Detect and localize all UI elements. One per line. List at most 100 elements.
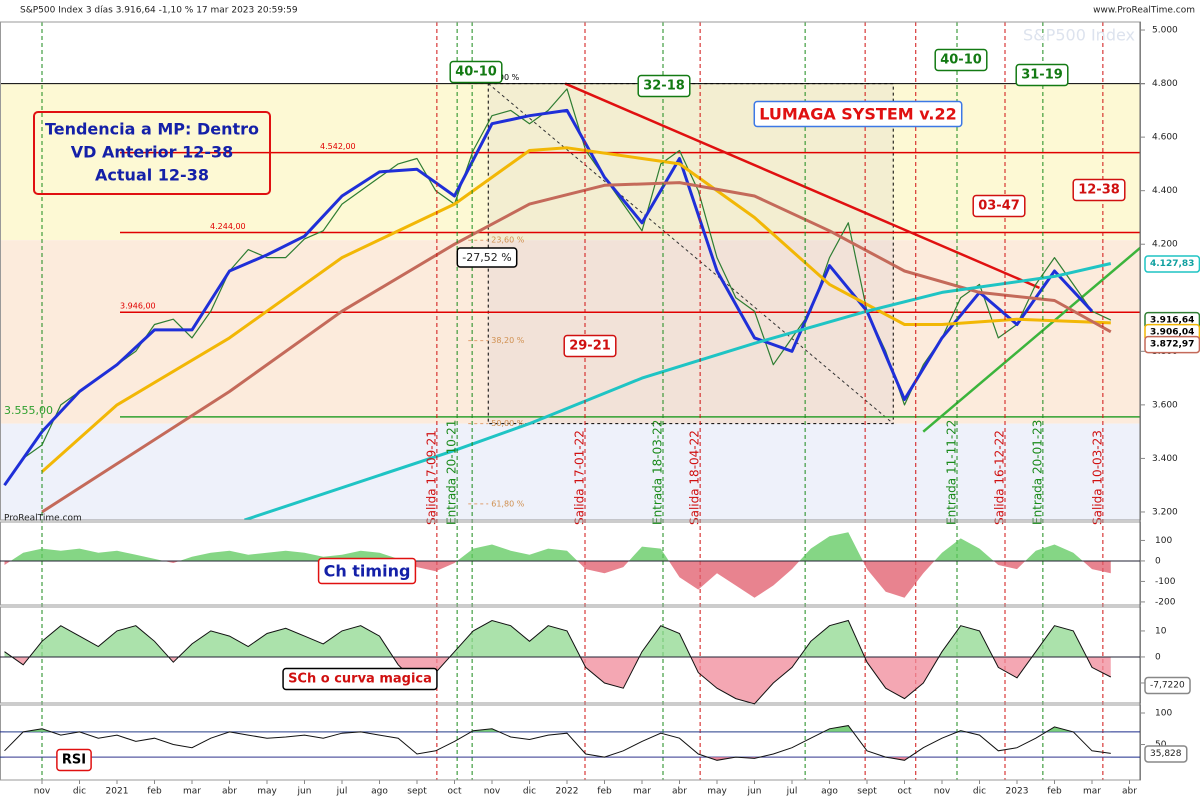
zone (0, 423, 1140, 520)
price-line (4, 88, 1112, 486)
x-tick-label: may (257, 787, 277, 797)
last-value-label: -7,7220 (1150, 681, 1185, 691)
signal-box: 29-21 (569, 339, 611, 354)
signal-label: Salida 18-04-22 (688, 430, 702, 525)
signal-box: 32-18 (643, 79, 685, 94)
label-box (56, 748, 92, 772)
level-label: 3.555,00 (4, 404, 53, 417)
x-tick-label: ago (821, 787, 838, 797)
label-box (456, 247, 518, 268)
y-tick-label: 4.400 (1152, 186, 1178, 196)
x-tick-label: mar (633, 787, 651, 797)
fib-label: 61,80 % (491, 499, 524, 508)
y-tick-label: 100 (1155, 536, 1172, 546)
x-tick-label: 2021 (106, 787, 129, 797)
label-box (1144, 676, 1191, 695)
x-tick-label: dic (73, 787, 86, 797)
y-tick-label: 4.800 (1152, 79, 1178, 89)
signal-label: Salida 17-09-21 (424, 430, 438, 525)
signal-label: Entrada 18-03-22 (651, 420, 665, 525)
last-value-label: 3.872,97 (1150, 340, 1194, 350)
signal-box: 40-10 (455, 65, 497, 80)
level-label: 4.244,00 (210, 222, 246, 231)
signal-box: 31-19 (1021, 68, 1063, 83)
x-tick-label: 2022 (556, 787, 579, 797)
y-tick-label: 50 (1155, 740, 1167, 750)
last-value-label: 35,828 (1150, 749, 1182, 759)
signal-label: Entrada 20-10-21 (445, 420, 459, 525)
y-tick-label: 3.400 (1152, 454, 1178, 464)
signal-box: 12-38 (1078, 183, 1120, 198)
watermark: S&P500 Index (1023, 26, 1135, 45)
y-tick-label: 100 (1155, 709, 1172, 719)
x-tick-label: abr (672, 787, 687, 797)
signal-label: Entrada 11-11-22 (945, 420, 959, 525)
info-box (33, 111, 271, 195)
x-tick-label: feb (597, 787, 612, 797)
fib-label: 23,60 % (491, 236, 524, 245)
signal-box: 03-47 (978, 199, 1020, 214)
y-tick-label: -200 (1155, 597, 1176, 607)
y-tick-label: 3.600 (1152, 400, 1178, 410)
x-tick-label: dic (973, 787, 986, 797)
panel-title: Ch timing (324, 562, 411, 581)
fib-label: 0,00 % (491, 73, 519, 82)
x-tick-label: feb (147, 787, 162, 797)
x-tick-label: abr (1122, 787, 1137, 797)
y-tick-label: 0 (1155, 556, 1161, 566)
last-value-label: 3.916,64 (1150, 316, 1194, 326)
x-tick-label: jul (786, 787, 798, 797)
moving-average (3, 108, 1094, 487)
panel-title: RSI (62, 753, 86, 768)
moving-average (41, 146, 1111, 473)
x-tick-label: oct (898, 787, 912, 797)
zone (0, 240, 1140, 424)
x-tick-label: nov (34, 787, 51, 797)
y-tick-label: 10 (1155, 626, 1167, 636)
x-tick-label: jun (747, 787, 762, 797)
level-label: 4.542,00 (320, 142, 356, 151)
label-box (972, 194, 1026, 218)
panel-title: SCh o curva magica (288, 672, 432, 687)
signal-label: Salida 10-03-23 (1090, 430, 1104, 525)
label-box (1144, 255, 1200, 273)
y-tick-label: 5.000 (1152, 26, 1178, 36)
signal-label: Salida 16-12-22 (993, 430, 1007, 525)
label-box (282, 667, 438, 691)
area-positive (4, 532, 1111, 561)
trendline (922, 246, 1140, 433)
label-box (753, 100, 963, 128)
label-box (563, 334, 617, 358)
x-tick-label: abr (222, 787, 237, 797)
x-tick-label: may (707, 787, 727, 797)
label-box (1072, 178, 1126, 202)
fib-label: 38,20 % (491, 336, 524, 345)
site: www.ProRealTime.com (1093, 6, 1195, 16)
area-negative (4, 560, 1111, 598)
x-tick-label: sept (407, 787, 427, 797)
x-tick-label: ago (371, 787, 388, 797)
signal-box: 40-10 (940, 53, 982, 68)
fib-extension: -27,52 % (462, 251, 511, 264)
x-tick-label: mar (1083, 787, 1101, 797)
last-value-label: 4.127,83 (1150, 259, 1194, 269)
y-tick-label: 4.600 (1152, 133, 1178, 143)
fib-label: 50,00 % (491, 419, 524, 428)
x-tick-label: jun (297, 787, 312, 797)
fib-diagonal (487, 83, 894, 424)
x-tick-label: 2023 (1006, 787, 1029, 797)
y-tick-label: 4.200 (1152, 240, 1178, 250)
header-text: S&P500 Index 3 días 3.916,64 -1,10 % 17 … (20, 6, 298, 16)
signal-label: Entrada 20-01-23 (1030, 420, 1044, 525)
y-tick-label: 3.200 (1152, 507, 1178, 517)
trendline (564, 82, 1040, 290)
oscillator-line (4, 619, 1112, 705)
x-tick-label: oct (448, 787, 462, 797)
info-line: VD Anterior 12-38 (71, 143, 234, 162)
x-tick-label: dic (523, 787, 536, 797)
x-tick-label: feb (1047, 787, 1062, 797)
area-negative (11, 656, 1111, 704)
info-line: Tendencia a MP: Dentro (45, 120, 259, 139)
signal-label: Salida 17-01-22 (573, 430, 587, 525)
